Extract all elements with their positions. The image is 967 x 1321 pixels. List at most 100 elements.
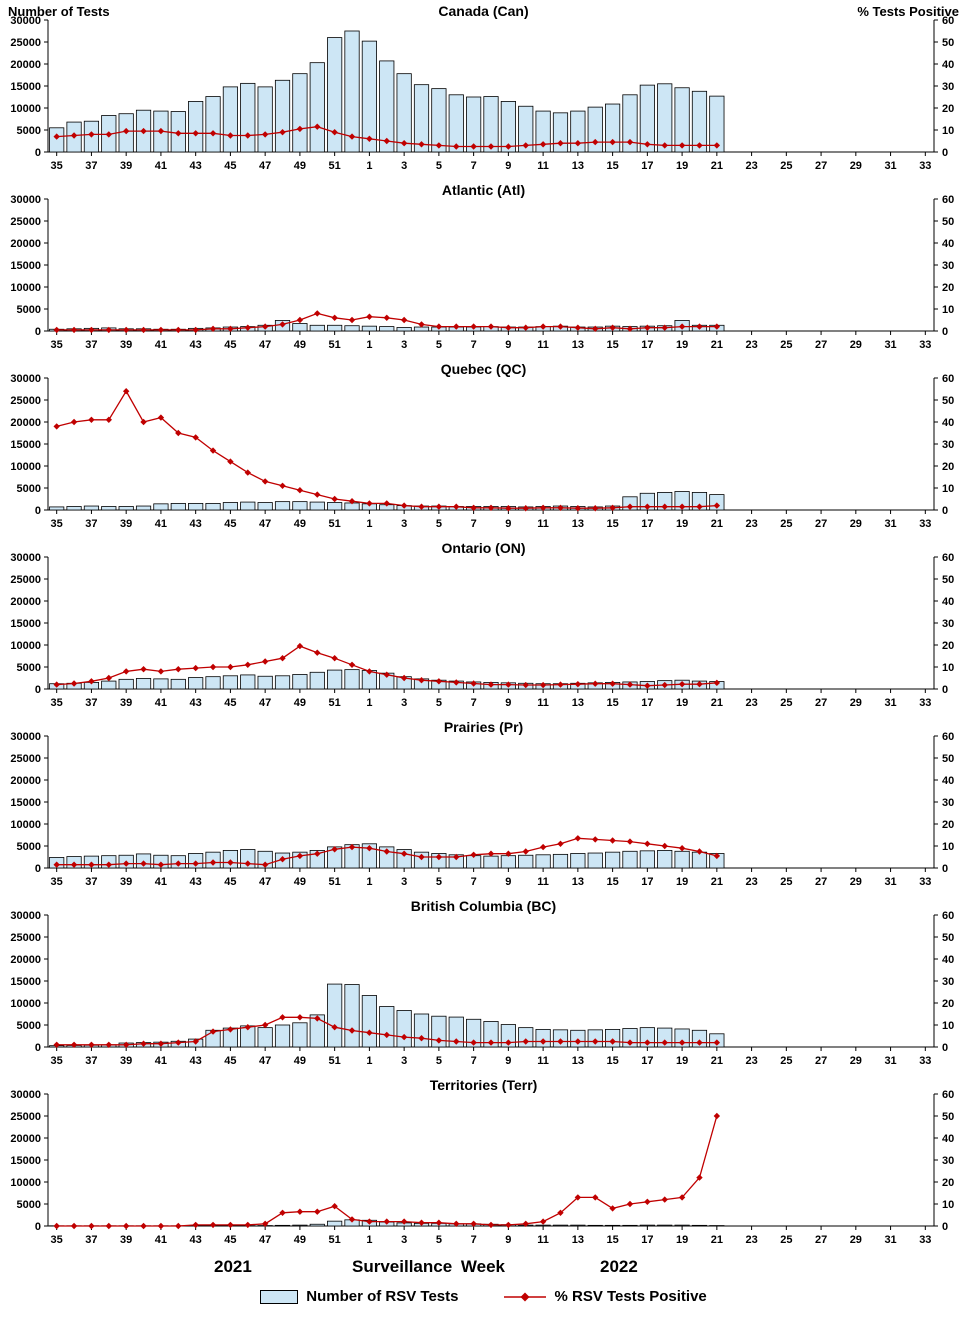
bar bbox=[674, 87, 690, 153]
bar bbox=[170, 502, 186, 511]
bar bbox=[570, 1224, 586, 1227]
diamond-marker bbox=[678, 845, 686, 852]
diamond-marker bbox=[296, 125, 304, 133]
svg-text:47: 47 bbox=[259, 697, 271, 709]
svg-text:29: 29 bbox=[850, 697, 862, 709]
svg-text:39: 39 bbox=[120, 876, 132, 888]
svg-text:21: 21 bbox=[711, 1055, 723, 1067]
svg-text:7: 7 bbox=[471, 160, 477, 172]
svg-text:40: 40 bbox=[942, 59, 954, 71]
diamond-marker bbox=[227, 458, 234, 465]
diamond-marker bbox=[609, 138, 616, 146]
diamond-marker bbox=[192, 434, 199, 441]
diamond-marker bbox=[105, 416, 113, 423]
bar bbox=[188, 101, 204, 153]
diamond-marker bbox=[122, 127, 130, 135]
diamond-marker bbox=[609, 1038, 616, 1045]
svg-text:5000: 5000 bbox=[17, 841, 41, 853]
diamond-marker bbox=[88, 416, 95, 423]
diamond-marker bbox=[713, 1112, 721, 1120]
diamond-marker bbox=[644, 141, 651, 148]
diamond-marker bbox=[678, 503, 686, 510]
panel-plot-prairies: 0 5000 10000 15000 20000 25000 30000 0 10 20 30 40 5… bbox=[10, 731, 954, 888]
svg-text:5: 5 bbox=[436, 876, 442, 888]
diamond-marker bbox=[175, 666, 182, 673]
svg-text:20000: 20000 bbox=[10, 238, 41, 250]
diamond-marker bbox=[157, 326, 165, 334]
panel-title: Territories (Terr) bbox=[429, 1077, 538, 1093]
svg-text:33: 33 bbox=[919, 1055, 931, 1067]
svg-text:39: 39 bbox=[120, 697, 132, 709]
bar bbox=[309, 501, 325, 511]
chart-panel-british-columbia: British Columbia (BC) 0 5000 10000 15000 200… bbox=[0, 895, 967, 1074]
diamond-marker bbox=[366, 135, 373, 142]
svg-text:35: 35 bbox=[51, 160, 63, 172]
diamond-marker bbox=[678, 142, 686, 149]
bar bbox=[309, 1014, 325, 1048]
bar bbox=[292, 501, 308, 511]
svg-text:15: 15 bbox=[606, 160, 618, 172]
bar bbox=[552, 853, 569, 869]
diamond-marker bbox=[470, 323, 477, 330]
panel-plot-british-columbia: 0 5000 10000 15000 20000 25000 30000 0 10 20 30 40 5… bbox=[10, 910, 954, 1067]
svg-text:45: 45 bbox=[224, 697, 236, 709]
diamond-marker bbox=[644, 840, 651, 847]
svg-text:31: 31 bbox=[884, 876, 896, 888]
svg-text:10000: 10000 bbox=[10, 461, 41, 473]
svg-text:33: 33 bbox=[919, 1234, 931, 1246]
bar bbox=[622, 94, 638, 153]
svg-text:19: 19 bbox=[676, 1055, 688, 1067]
svg-text:20: 20 bbox=[942, 103, 954, 115]
svg-text:29: 29 bbox=[850, 339, 862, 351]
svg-text:0: 0 bbox=[942, 863, 948, 875]
svg-text:5: 5 bbox=[436, 339, 442, 351]
bar bbox=[309, 324, 325, 332]
svg-text:23: 23 bbox=[745, 697, 757, 709]
diamond-marker bbox=[453, 143, 460, 150]
diamond-marker bbox=[105, 1222, 113, 1230]
bar bbox=[327, 1220, 343, 1227]
svg-text:25: 25 bbox=[780, 339, 792, 351]
diamond-marker bbox=[157, 127, 165, 135]
svg-text:23: 23 bbox=[745, 1234, 757, 1246]
diamond-marker bbox=[539, 1038, 547, 1045]
diamond-marker bbox=[487, 504, 495, 511]
bar bbox=[327, 983, 343, 1048]
diamond-marker bbox=[609, 837, 616, 844]
diamond-marker bbox=[175, 860, 182, 867]
chart-panels: Canada (Can) 0 5000 10000 15000 20000 25000 30… bbox=[0, 3, 967, 1246]
panel-plot-territories: 0 5000 10000 15000 20000 25000 30000 0 10 20 30 40 5… bbox=[10, 1089, 954, 1246]
svg-text:3: 3 bbox=[401, 339, 407, 351]
svg-text:25000: 25000 bbox=[10, 395, 41, 407]
bar bbox=[483, 96, 499, 153]
svg-text:21: 21 bbox=[711, 518, 723, 530]
bar bbox=[605, 851, 621, 869]
bar bbox=[257, 502, 273, 511]
bar bbox=[483, 1021, 499, 1048]
svg-text:7: 7 bbox=[471, 1234, 477, 1246]
diamond-marker bbox=[609, 1205, 616, 1212]
svg-text:51: 51 bbox=[329, 1055, 341, 1067]
diamond-marker bbox=[522, 848, 529, 855]
svg-text:39: 39 bbox=[120, 1055, 132, 1067]
bar bbox=[518, 854, 534, 869]
svg-text:17: 17 bbox=[641, 518, 653, 530]
diamond-marker bbox=[696, 503, 703, 510]
svg-text:41: 41 bbox=[155, 160, 167, 172]
diamond-marker bbox=[227, 132, 234, 139]
diamond-marker bbox=[574, 324, 582, 331]
bar bbox=[135, 505, 152, 511]
bar bbox=[49, 506, 65, 511]
svg-text:31: 31 bbox=[884, 160, 896, 172]
diamond-marker bbox=[279, 482, 286, 489]
svg-text:33: 33 bbox=[919, 876, 931, 888]
svg-text:10000: 10000 bbox=[10, 819, 41, 831]
diamond-marker bbox=[296, 487, 304, 494]
svg-text:1: 1 bbox=[366, 1055, 372, 1067]
svg-text:40: 40 bbox=[942, 954, 954, 966]
svg-text:7: 7 bbox=[471, 1055, 477, 1067]
bar bbox=[240, 674, 256, 690]
diamond-marker bbox=[696, 1039, 703, 1046]
bar bbox=[101, 680, 117, 690]
svg-text:0: 0 bbox=[942, 147, 948, 159]
